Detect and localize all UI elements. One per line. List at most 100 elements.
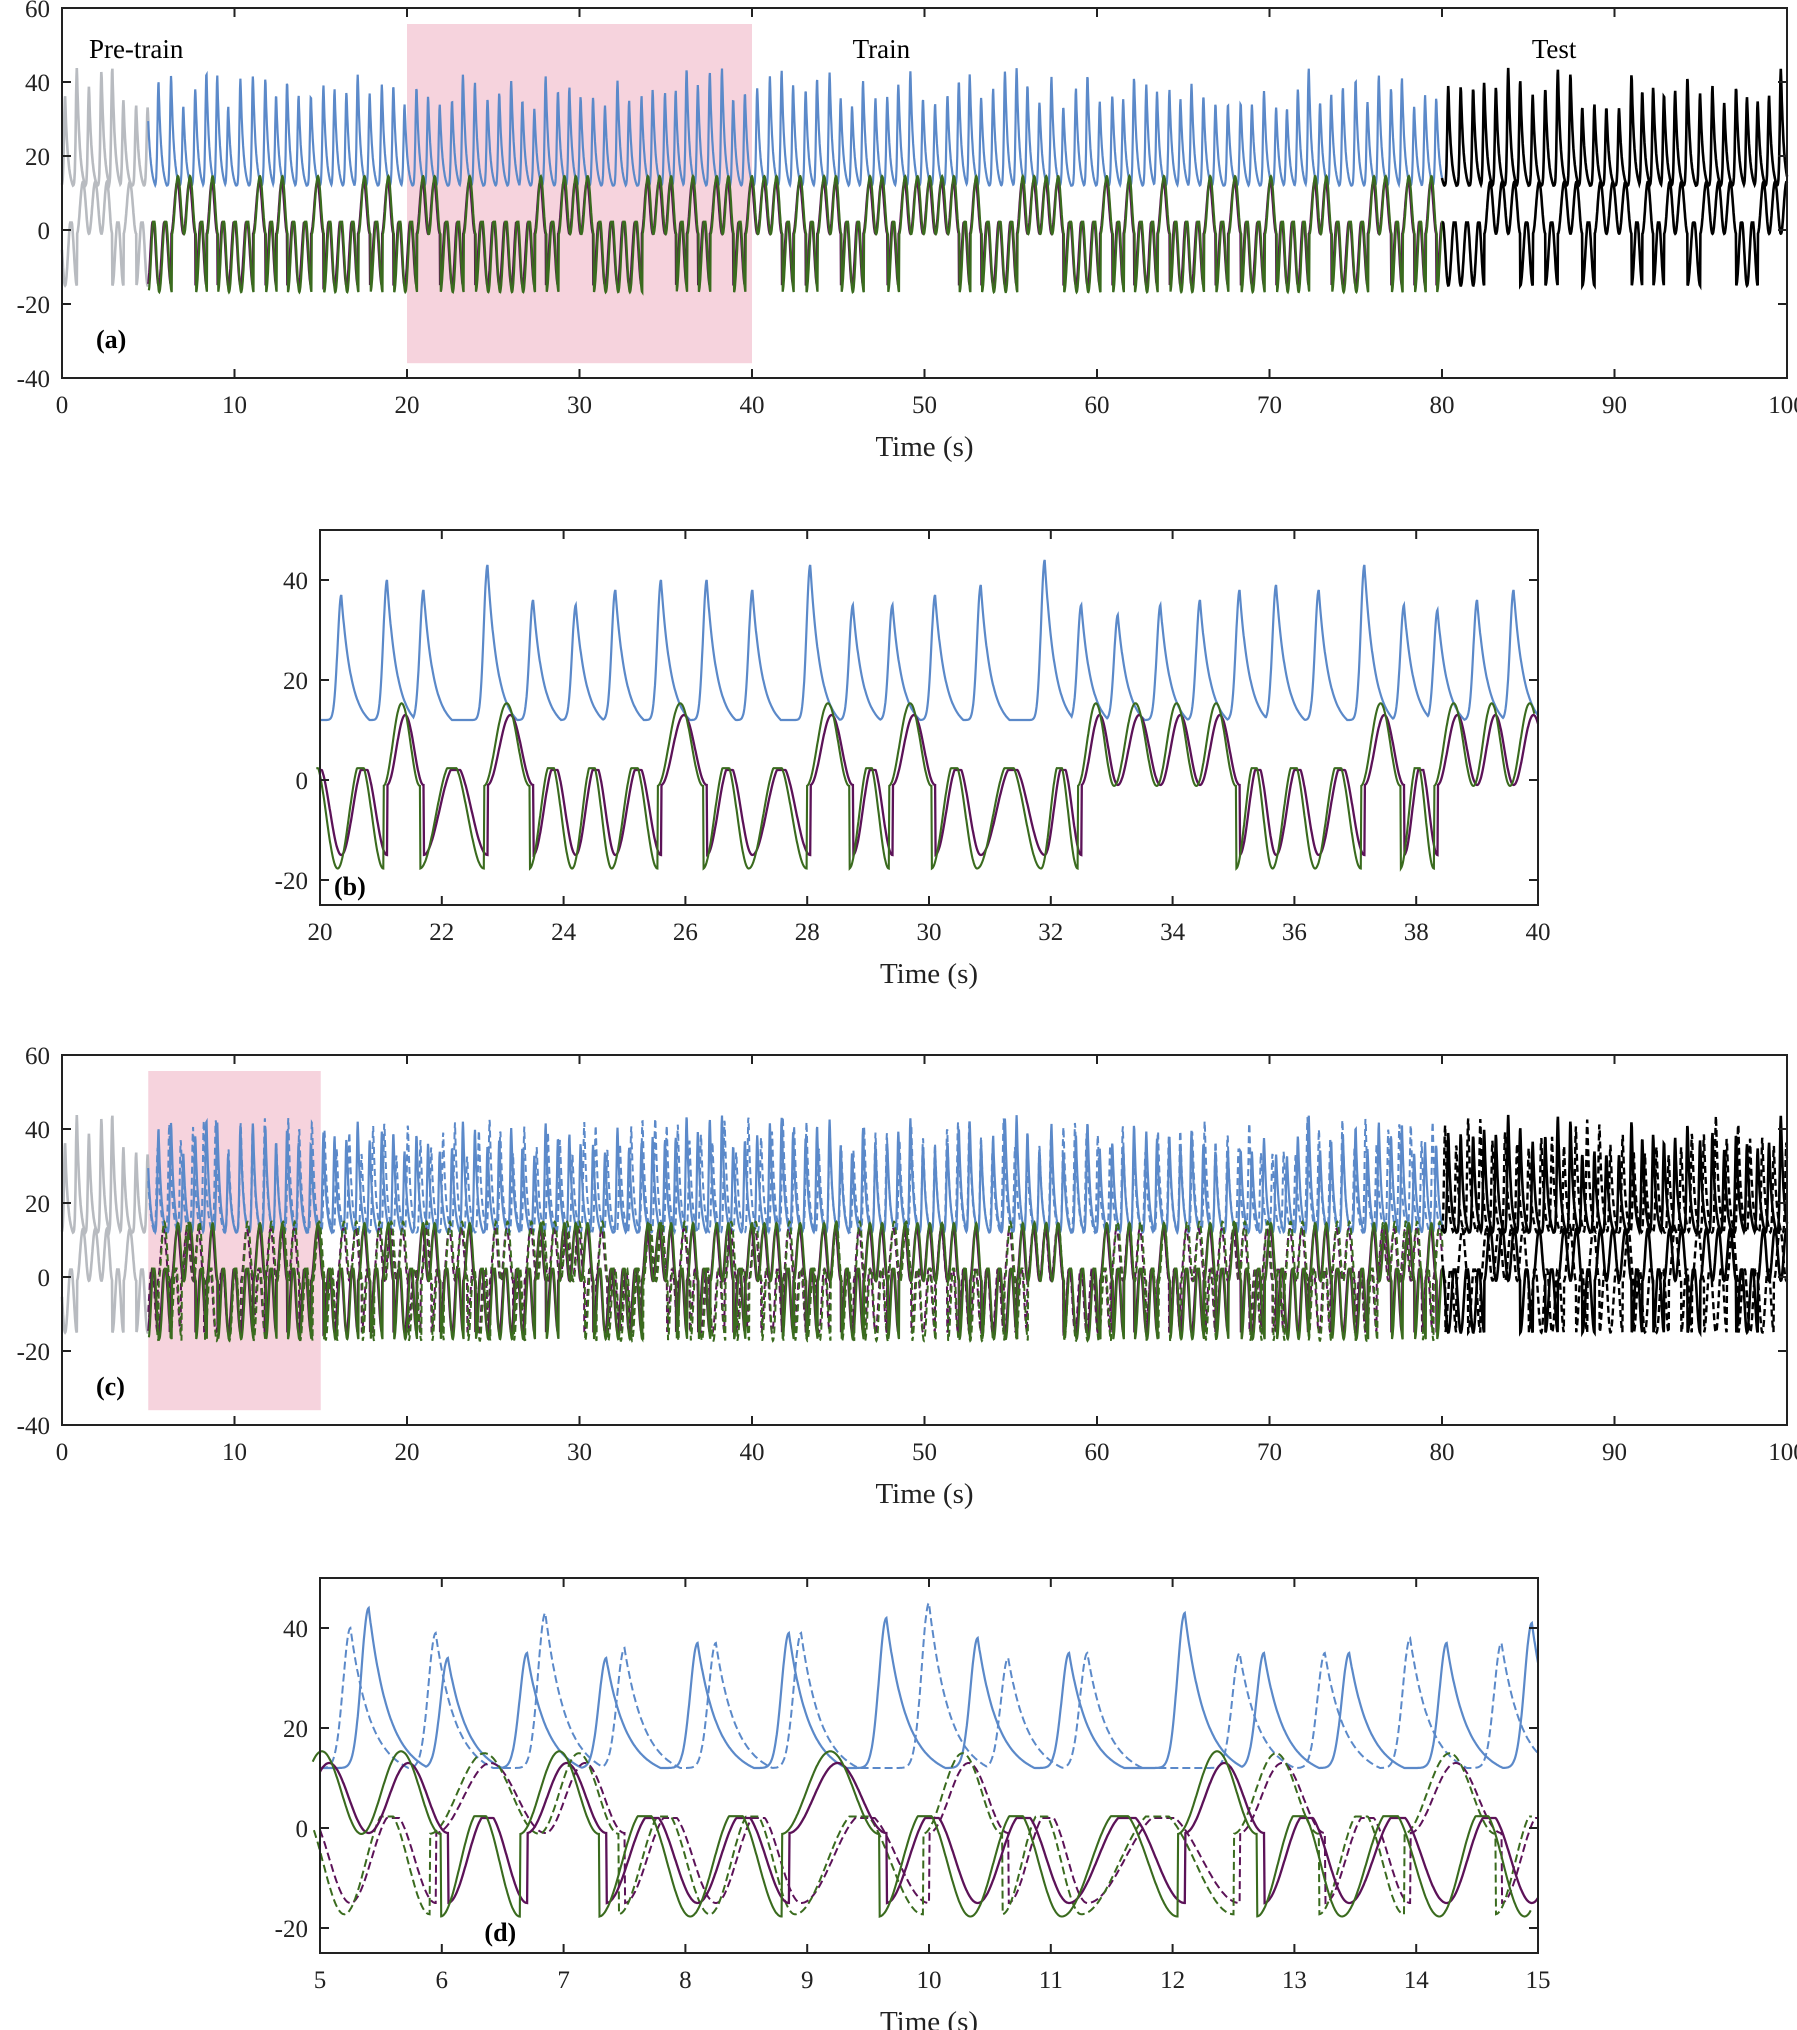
x-ticks-a: 0 10 20 30 40 50 60 70 80 90 100: [56, 8, 1797, 419]
y-tick-label: 20: [25, 1191, 50, 1218]
x-tick-label: 80: [1430, 392, 1455, 419]
panel-label-d: (d): [484, 1918, 516, 1947]
y-tick-label: 20: [283, 668, 308, 695]
x-tick-label: 9: [801, 1967, 814, 1994]
x-tick-label: 14: [1404, 1967, 1430, 1994]
x-tick-label: 26: [673, 919, 698, 946]
x-tick-label: 10: [222, 1439, 247, 1466]
panel-label-c: (c): [96, 1372, 125, 1401]
x-tick-label: 70: [1257, 1439, 1282, 1466]
lower-true-line: [320, 713, 1540, 858]
x-tick-label: 8: [679, 1967, 692, 1994]
x-tick-label: 28: [795, 919, 820, 946]
x-axis-label-a: Time (s): [875, 431, 973, 463]
annotation-test: Test: [1532, 34, 1577, 64]
y-ticks-d: 40 20 0 -20: [275, 1616, 1538, 1943]
y-ticks-a: 60 40 20 0 -20 -40: [17, 0, 1787, 393]
x-tick-label: 10: [222, 392, 247, 419]
pretrain-upper-line: [60, 1114, 150, 1236]
x-ticks-c: 0 10 20 30 40 50 60 70 80 90 100: [56, 1055, 1797, 1466]
y-tick-label: 0: [38, 1265, 51, 1292]
y-tick-label: 20: [283, 1716, 308, 1743]
x-axis-label-b: Time (s): [880, 958, 978, 990]
x-tick-label: 40: [1526, 919, 1551, 946]
panel-label-a: (a): [96, 325, 126, 354]
x-tick-label: 12: [1160, 1967, 1185, 1994]
train-lower-pred-line: [147, 173, 1444, 296]
plot-area-d: [311, 1600, 1540, 1918]
x-tick-label: 5: [314, 1967, 327, 1994]
lower-true-solid-line: [318, 1761, 1539, 1905]
x-tick-label: 40: [740, 1439, 765, 1466]
x-tick-label: 100: [1768, 392, 1797, 419]
lower-pred-line: [316, 702, 1536, 872]
x-tick-label: 30: [567, 1439, 592, 1466]
x-tick-label: 0: [56, 1439, 69, 1466]
x-tick-label: 10: [917, 1967, 942, 1994]
x-tick-label: 60: [1085, 392, 1110, 419]
x-ticks-d: 5 6 7 8 9 10 11 12 13 14 15: [314, 1578, 1551, 1994]
train-lower-pred-dashed-line: [148, 1219, 1444, 1344]
y-tick-label: 40: [25, 1117, 50, 1144]
x-tick-label: 60: [1085, 1439, 1110, 1466]
train-lower-pred-line: [147, 1221, 1444, 1343]
panel-d: 5 6 7 8 9 10 11 12 13 14 15 40 20 0 -20 Time (s) (d): [275, 1577, 1551, 2030]
y-tick-label: 0: [296, 768, 309, 795]
pretrain-upper-line: [60, 67, 150, 189]
x-tick-label: 6: [436, 1967, 449, 1994]
plot-area-c: [60, 1114, 1789, 1344]
x-tick-label: 30: [917, 919, 942, 946]
x-tick-label: 11: [1039, 1967, 1063, 1994]
y-tick-label: 40: [283, 1616, 308, 1643]
x-axis-label-d: Time (s): [880, 2006, 978, 2030]
y-tick-label: -20: [275, 1916, 308, 1943]
highlight-region-a: [407, 24, 752, 364]
y-tick-label: -20: [17, 1339, 50, 1366]
pretrain-lower-line: [60, 1226, 150, 1335]
upper-solid-line: [320, 1605, 1540, 1770]
x-tick-label: 40: [740, 392, 765, 419]
x-tick-label: 90: [1602, 392, 1627, 419]
x-tick-label: 50: [912, 392, 937, 419]
x-tick-label: 30: [567, 392, 592, 419]
y-tick-label: -20: [17, 292, 50, 319]
upper-line: [320, 559, 1539, 722]
panel-b: 20 22 24 26 28 30 32 34 36 38 40 40 20 0 -20 Time (s)…: [275, 529, 1551, 990]
x-ticks-b: 20 22 24 26 28 30 32 34 36 38 40: [308, 530, 1551, 946]
x-tick-label: 20: [308, 919, 333, 946]
x-tick-label: 100: [1768, 1439, 1797, 1466]
panel-label-b: (b): [334, 872, 366, 901]
x-tick-label: 15: [1526, 1967, 1551, 1994]
test-lower-line: [1441, 179, 1789, 291]
x-tick-label: 13: [1282, 1967, 1307, 1994]
train-upper-line: [147, 68, 1444, 189]
annotation-train: Train: [853, 34, 911, 64]
y-tick-label: -40: [17, 1413, 50, 1440]
x-tick-label: 20: [395, 1439, 420, 1466]
x-axis-label-c: Time (s): [875, 1478, 973, 1510]
y-tick-label: 20: [25, 144, 50, 171]
lower-true-dashed-line: [319, 1762, 1538, 1905]
lower-pred-dashed-line: [312, 1752, 1532, 1916]
pretrain-lower-line: [60, 179, 150, 288]
x-tick-label: 22: [429, 919, 454, 946]
x-tick-label: 34: [1160, 919, 1186, 946]
y-tick-label: 0: [296, 1816, 309, 1843]
x-tick-label: 80: [1430, 1439, 1455, 1466]
panel-a: 0 10 20 30 40 50 60 70 80 90 100 60 40 20 0 -20 -40 Tim…: [17, 0, 1797, 463]
y-tick-label: 40: [283, 568, 308, 595]
plot-area-a: [60, 67, 1789, 296]
x-tick-label: 7: [557, 1967, 570, 1994]
plot-area-b: [316, 559, 1540, 872]
panel-c: 0 10 20 30 40 50 60 70 80 90 100 60 40 20 0 -20 -40 Tim…: [17, 1043, 1797, 1510]
x-tick-label: 36: [1282, 919, 1307, 946]
x-tick-label: 50: [912, 1439, 937, 1466]
y-tick-label: 60: [25, 0, 50, 23]
y-tick-label: 60: [25, 1043, 50, 1070]
y-tick-label: -40: [17, 366, 50, 393]
x-tick-label: 32: [1038, 919, 1063, 946]
x-tick-label: 0: [56, 392, 69, 419]
y-tick-label: 40: [25, 70, 50, 97]
x-tick-label: 90: [1602, 1439, 1627, 1466]
upper-dashed-line: [320, 1600, 1539, 1769]
